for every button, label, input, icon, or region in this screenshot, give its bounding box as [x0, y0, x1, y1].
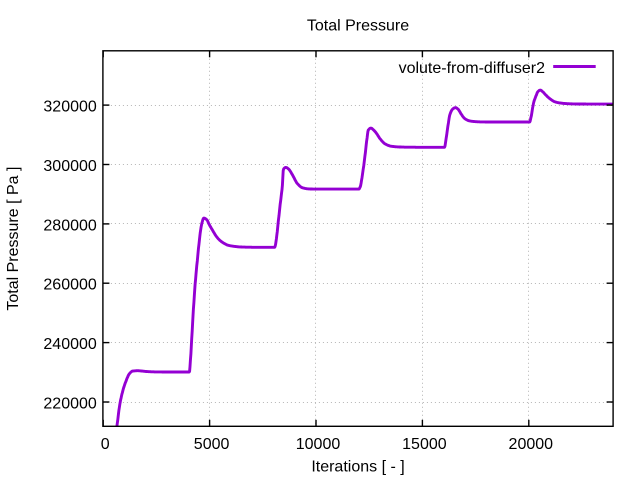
svg-text:320000: 320000 [43, 99, 96, 116]
svg-text:Total Pressure [ Pa ]: Total Pressure [ Pa ] [5, 167, 22, 311]
svg-text:20000: 20000 [509, 436, 554, 453]
svg-text:Total Pressure: Total Pressure [307, 18, 409, 35]
svg-text:volute-from-diffuser2: volute-from-diffuser2 [399, 60, 546, 77]
svg-text:260000: 260000 [43, 277, 96, 294]
svg-text:Iterations [ - ]: Iterations [ - ] [311, 459, 404, 476]
svg-text:5000: 5000 [194, 436, 230, 453]
svg-text:10000: 10000 [296, 436, 341, 453]
svg-text:280000: 280000 [43, 217, 96, 234]
svg-text:300000: 300000 [43, 158, 96, 175]
svg-text:0: 0 [101, 436, 110, 453]
svg-text:15000: 15000 [402, 436, 447, 453]
svg-text:220000: 220000 [43, 396, 96, 413]
svg-text:240000: 240000 [43, 336, 96, 353]
